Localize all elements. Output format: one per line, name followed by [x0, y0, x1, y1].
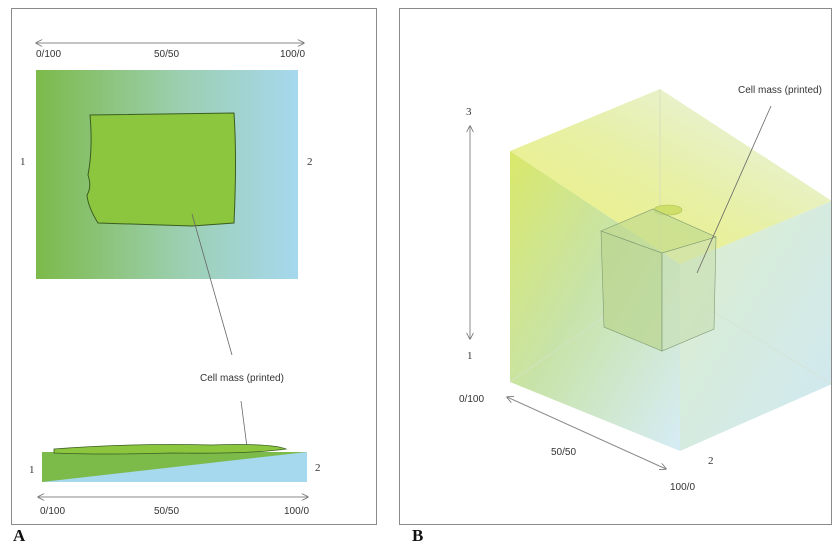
- diagonal-axis-start: 0/100: [459, 394, 484, 405]
- callout-line-b: [696, 105, 772, 274]
- panel-a-diagram: 0/100 50/50 100/0 1 2 Cell mass (printed…: [20, 9, 321, 517]
- bottom-scale-left: 0/100: [40, 506, 65, 517]
- cube-right-face: [680, 201, 831, 451]
- vertical-axis-bottom-label: 1: [467, 350, 473, 362]
- cube-front-face: [510, 151, 680, 451]
- cube-top-face: [510, 89, 831, 264]
- callout-line-bottom: [240, 400, 248, 448]
- diagonal-axis-arrow: [507, 397, 666, 469]
- panel-a: 0/100 50/50 100/0 1 2 Cell mass (printed…: [11, 8, 377, 525]
- depth-axis-label: 2: [708, 455, 714, 467]
- side-label-right: 2: [307, 156, 313, 168]
- panel-b-diagram: Cell mass (printed) 3 1 0/100 50/50 100/…: [459, 85, 831, 493]
- callout-label-b: Cell mass (printed): [738, 85, 822, 96]
- cell-mass-top-view: [86, 112, 236, 227]
- callout-line-top: [191, 213, 233, 356]
- bottom-label-left: 1: [29, 464, 35, 476]
- panel-b: Cell mass (printed) 3 1 0/100 50/50 100/…: [399, 8, 832, 525]
- bottom-scale-middle: 50/50: [154, 506, 179, 517]
- cell-mass-side-view: [53, 444, 288, 455]
- top-scale-middle: 50/50: [154, 49, 179, 60]
- side-label-left: 1: [20, 156, 26, 168]
- side-view-green-wedge: [42, 452, 307, 482]
- bottom-scale-right: 100/0: [284, 506, 309, 517]
- diagonal-axis-end: 100/0: [670, 482, 695, 493]
- panel-letter-a: A: [13, 526, 26, 545]
- vertical-axis-top-label: 3: [466, 106, 472, 118]
- bottom-label-right: 2: [315, 462, 321, 474]
- callout-label-a: Cell mass (printed): [200, 373, 284, 384]
- top-scale-left: 0/100: [36, 49, 61, 60]
- panel-letter-b: B: [412, 526, 424, 545]
- diagonal-axis-middle: 50/50: [551, 447, 576, 458]
- top-scale-right: 100/0: [280, 49, 305, 60]
- cell-mass-right: [661, 236, 717, 352]
